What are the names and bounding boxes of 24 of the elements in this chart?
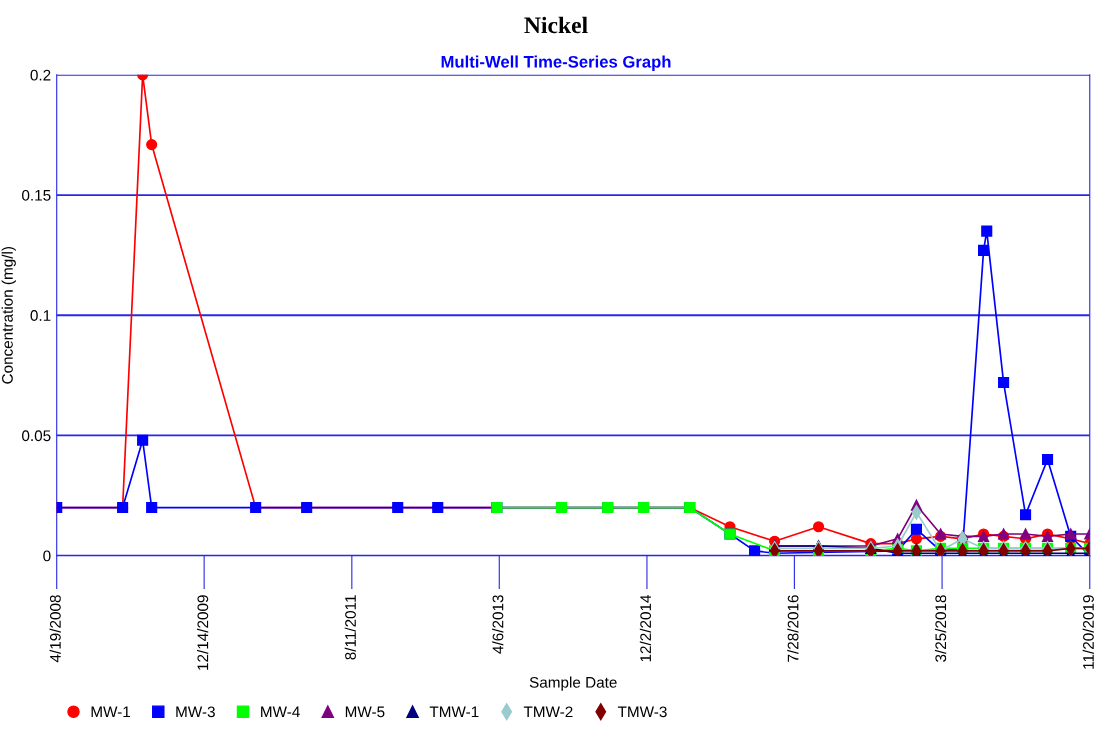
- legend-label: MW-4: [261, 706, 300, 718]
- legend-label: MW-5: [345, 706, 385, 718]
- x-tick-label: 12/14/2009: [197, 595, 209, 670]
- legend-label: MW-1: [91, 706, 131, 718]
- x-tick-label: 4/19/2008: [49, 595, 61, 663]
- x-tick-label: 7/28/2016: [787, 595, 799, 662]
- y-tick-label: 0.05: [22, 430, 51, 442]
- legend-label: TMW-2: [523, 706, 573, 718]
- chart-title: Nickel: [524, 16, 588, 34]
- x-tick-label: 8/11/2011: [344, 595, 356, 660]
- y-tick-label: 0: [43, 550, 51, 562]
- x-tick-label: 3/25/2018: [934, 595, 947, 662]
- chart-subtitle: Multi-Well Time-Series Graph: [441, 55, 671, 71]
- x-tick-label: 11/20/2019: [1082, 595, 1094, 669]
- legend-label: TMW-3: [617, 706, 667, 718]
- y-tick-label: 0.15: [22, 189, 51, 201]
- legend-label: MW-3: [176, 706, 215, 718]
- y-axis-title: Concentration (mg/l): [1, 247, 16, 384]
- legend-label: TMW-1: [429, 706, 479, 718]
- x-tick-label: 12/2/2014: [639, 594, 652, 662]
- x-tick-label: 4/6/2013: [492, 595, 504, 654]
- y-tick-label: 0.1: [30, 310, 51, 321]
- x-axis-title: Sample Date: [529, 676, 617, 691]
- y-tick-label: 0.2: [30, 69, 51, 81]
